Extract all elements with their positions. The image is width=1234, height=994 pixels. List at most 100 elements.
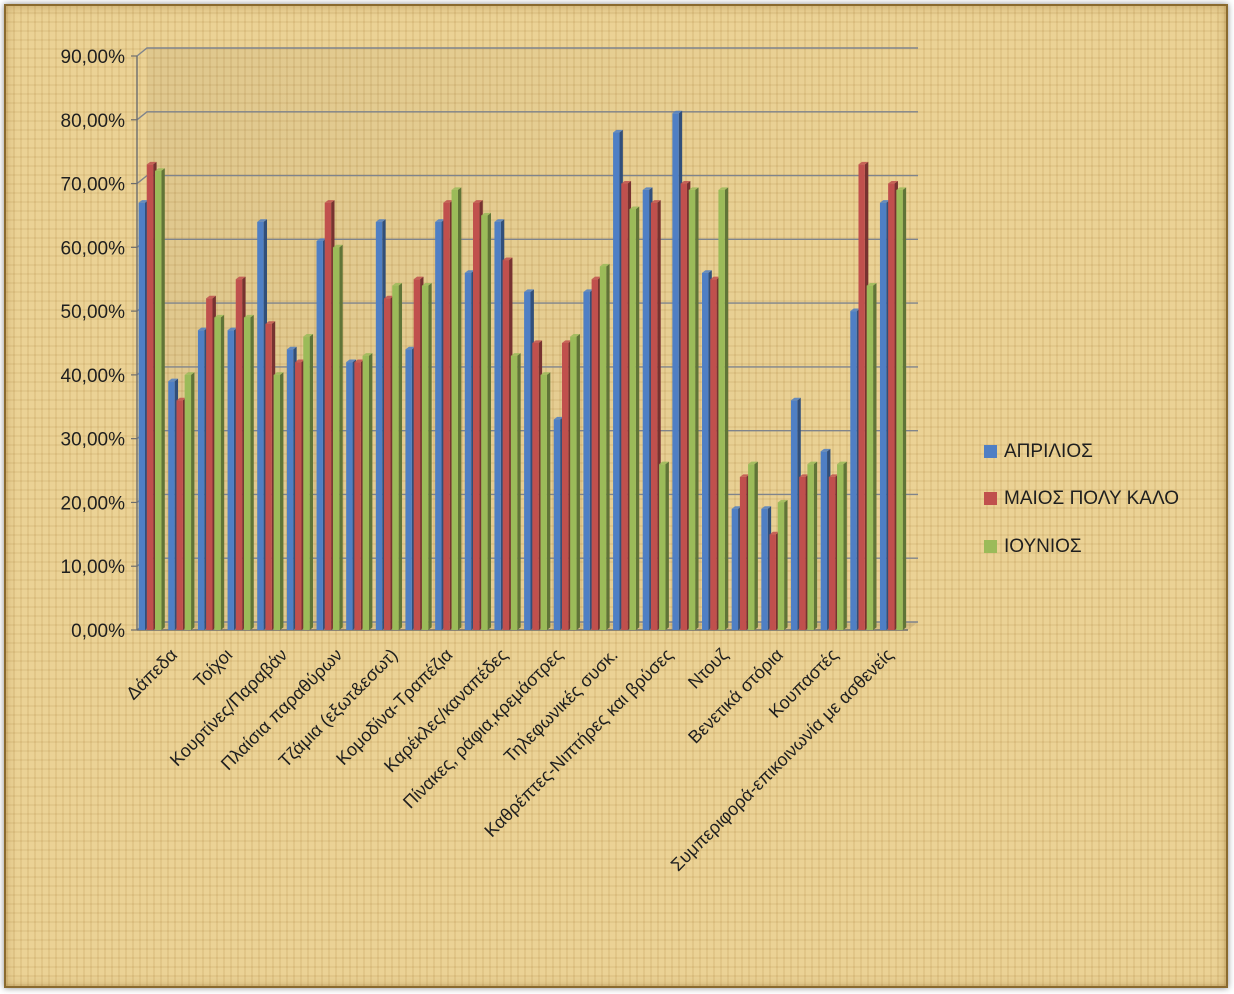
- bar-top: [888, 180, 898, 184]
- bar-front: [384, 298, 391, 630]
- bar-front: [629, 209, 636, 631]
- bar-front: [227, 330, 234, 630]
- bar-top: [599, 263, 610, 267]
- bar-front: [464, 272, 472, 630]
- bar-front: [451, 189, 458, 630]
- bar-top: [866, 283, 877, 286]
- bar-top: [613, 129, 623, 133]
- bar-front: [206, 298, 213, 630]
- bar-side: [368, 353, 373, 630]
- bar-front: [286, 349, 294, 630]
- bar-front: [243, 317, 251, 630]
- bar: [481, 212, 491, 630]
- x-category-label: Βενετικά στόρια: [684, 645, 787, 748]
- bar-top: [777, 499, 788, 503]
- bar-top: [591, 276, 602, 280]
- bar: [510, 353, 521, 630]
- y-tick-label: 70,00%: [61, 175, 126, 196]
- bar-front: [435, 221, 442, 631]
- bar-top: [443, 200, 454, 203]
- gridline: [136, 111, 918, 121]
- bar-side: [635, 206, 640, 630]
- bar: [599, 263, 610, 630]
- bar-top: [227, 327, 238, 331]
- bar-front: [265, 323, 272, 630]
- bar-side: [398, 283, 403, 630]
- bar-side: [161, 168, 165, 630]
- legend: ΑΠΡΙΛΙΟΣ ΜΑΙΟΣ ΠΟΛΥ ΚΑΛΟ ΙΟΥΝΙΟΣ: [984, 441, 1179, 557]
- bar-side: [902, 187, 907, 631]
- y-tick-label: 90,00%: [61, 47, 126, 68]
- y-tick-label: 0,00%: [71, 621, 125, 642]
- bar-front: [303, 336, 310, 630]
- bar-top: [472, 200, 483, 203]
- x-category-label: Δάπεδα: [122, 645, 181, 704]
- bar-front: [807, 464, 814, 630]
- bar-side: [487, 212, 491, 630]
- bar-top: [176, 397, 187, 401]
- bar-top: [710, 276, 721, 280]
- bar-top: [235, 276, 246, 280]
- legend-label: ΑΠΡΙΛΙΟΣ: [1004, 441, 1093, 462]
- bar-top: [346, 359, 356, 363]
- y-axis-ticks: 0,00% 10,00% 20,00% 30,00% 40,00% 50,00% 60,00…: [61, 47, 126, 642]
- bar-front: [540, 374, 547, 630]
- legend-label: ΜΑΙΟΣ ΠΟΛΥ ΚΑΛΟ: [1004, 488, 1179, 509]
- bar-top: [510, 353, 521, 356]
- bar-front: [421, 285, 429, 630]
- bar-side: [606, 263, 610, 630]
- bar-top: [451, 187, 462, 190]
- y-tick-label: 20,00%: [61, 493, 126, 514]
- bar: [837, 461, 847, 630]
- bar-top: [718, 187, 729, 190]
- bar-top: [629, 206, 640, 210]
- bar-top: [570, 334, 580, 337]
- bar-front: [257, 221, 264, 631]
- bar-front: [731, 508, 739, 630]
- bar-top: [739, 474, 750, 477]
- x-category-label: Τοίχοι: [190, 645, 237, 692]
- bar-front: [532, 343, 539, 630]
- bar: [777, 499, 788, 630]
- bar-front: [184, 374, 192, 630]
- legend-swatch: [984, 445, 997, 458]
- bar-front: [413, 279, 421, 630]
- bar-side: [457, 187, 462, 631]
- bar-front: [672, 113, 679, 630]
- bar-front: [362, 355, 369, 630]
- bar-front: [155, 170, 162, 631]
- bar-top: [688, 187, 699, 190]
- bar-top: [295, 359, 305, 363]
- bar: [243, 314, 254, 630]
- bar-front: [553, 419, 561, 630]
- bar: [155, 168, 165, 631]
- bar-side: [191, 372, 195, 630]
- bar: [866, 283, 877, 630]
- bar-front: [472, 202, 480, 630]
- bar-front: [197, 330, 205, 630]
- bar-top: [769, 531, 780, 535]
- bar-top: [392, 283, 403, 286]
- bar-front: [888, 183, 895, 631]
- bar-top: [879, 200, 890, 203]
- legend-swatch: [984, 540, 997, 553]
- bar-front: [295, 362, 302, 630]
- bar: [362, 353, 373, 630]
- bar-front: [702, 272, 709, 630]
- bar-top: [362, 353, 373, 356]
- bar: [332, 244, 343, 631]
- bar: [718, 187, 729, 631]
- y-tick-label: 50,00%: [61, 302, 126, 323]
- bar-top: [807, 461, 818, 465]
- bar-front: [168, 381, 175, 630]
- bar-top: [155, 168, 165, 171]
- bar-top: [502, 257, 513, 261]
- bar-side: [339, 244, 343, 630]
- legend-item: ΜΑΙΟΣ ΠΟΛΥ ΚΑΛΟ: [984, 488, 1179, 509]
- bar-front: [828, 476, 836, 630]
- bar-top: [761, 506, 772, 509]
- bar-side: [754, 461, 758, 630]
- bar-front: [443, 202, 450, 630]
- bar-side: [280, 372, 284, 630]
- bar-top: [561, 340, 572, 343]
